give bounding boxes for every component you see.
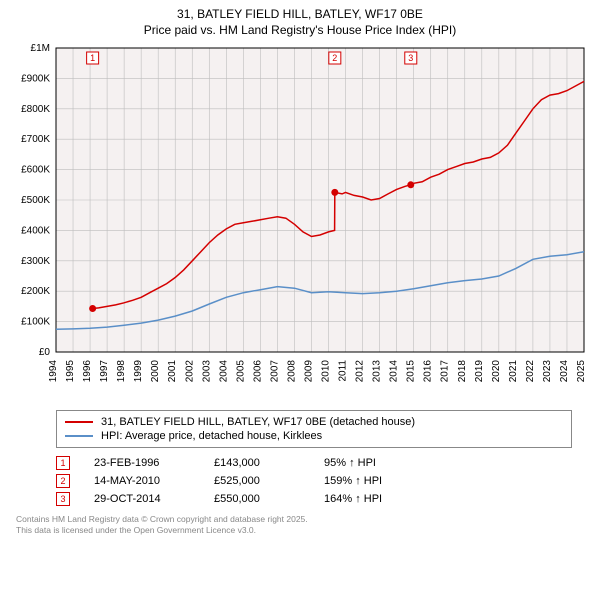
svg-text:2013: 2013 xyxy=(372,360,383,383)
svg-text:£700K: £700K xyxy=(21,135,50,146)
legend-row-property: 31, BATLEY FIELD HILL, BATLEY, WF17 0BE … xyxy=(65,415,563,429)
svg-text:2007: 2007 xyxy=(269,360,280,383)
sale-price-3: £550,000 xyxy=(214,493,324,505)
sales-table: 1 23-FEB-1996 £143,000 95% ↑ HPI 2 14-MA… xyxy=(56,454,572,508)
sale-hpi-3: 164% ↑ HPI xyxy=(324,493,444,505)
svg-text:1997: 1997 xyxy=(99,360,110,383)
svg-text:2004: 2004 xyxy=(218,360,229,383)
sale-date-1: 23-FEB-1996 xyxy=(94,457,214,469)
svg-text:2000: 2000 xyxy=(150,360,161,383)
svg-text:1998: 1998 xyxy=(116,360,127,383)
legend-swatch-property xyxy=(65,421,93,423)
svg-text:£400K: £400K xyxy=(21,226,50,237)
svg-text:1994: 1994 xyxy=(48,360,59,383)
sales-row-2: 2 14-MAY-2010 £525,000 159% ↑ HPI xyxy=(56,472,572,490)
legend-box: 31, BATLEY FIELD HILL, BATLEY, WF17 0BE … xyxy=(56,410,572,448)
sale-hpi-2: 159% ↑ HPI xyxy=(324,475,444,487)
chart-area: £0 £100K £200K £300K £400K £500K £600K £700K £80… xyxy=(8,42,592,402)
attribution-line1: Contains HM Land Registry data © Crown c… xyxy=(16,514,584,525)
svg-text:2009: 2009 xyxy=(303,360,314,383)
svg-text:2010: 2010 xyxy=(321,360,332,383)
svg-text:2006: 2006 xyxy=(252,360,263,383)
sales-row-3: 3 29-OCT-2014 £550,000 164% ↑ HPI xyxy=(56,490,572,508)
chart-container: 31, BATLEY FIELD HILL, BATLEY, WF17 0BE … xyxy=(0,0,600,590)
svg-text:2005: 2005 xyxy=(235,360,246,383)
svg-text:2015: 2015 xyxy=(406,360,417,383)
svg-text:£900K: £900K xyxy=(21,74,50,85)
svg-text:1995: 1995 xyxy=(65,360,76,383)
attribution-line2: This data is licensed under the Open Gov… xyxy=(16,525,584,536)
svg-text:£100K: £100K xyxy=(21,317,50,328)
svg-text:2014: 2014 xyxy=(389,360,400,383)
svg-text:2022: 2022 xyxy=(525,360,536,383)
svg-text:2002: 2002 xyxy=(184,360,195,383)
svg-text:£500K: £500K xyxy=(21,195,50,206)
legend-swatch-hpi xyxy=(65,435,93,437)
marker-box-1: 1 xyxy=(56,456,70,470)
sale-date-3: 29-OCT-2014 xyxy=(94,493,214,505)
svg-text:£800K: £800K xyxy=(21,104,50,115)
svg-text:£1M: £1M xyxy=(31,43,50,54)
svg-text:2003: 2003 xyxy=(201,360,212,383)
attribution: Contains HM Land Registry data © Crown c… xyxy=(16,514,584,536)
svg-text:2018: 2018 xyxy=(457,360,468,383)
marker-num-3: 3 xyxy=(60,495,65,504)
svg-text:£300K: £300K xyxy=(21,256,50,267)
sale-hpi-1: 95% ↑ HPI xyxy=(324,457,444,469)
svg-text:1999: 1999 xyxy=(133,360,144,383)
svg-text:2016: 2016 xyxy=(423,360,434,383)
legend-row-hpi: HPI: Average price, detached house, Kirk… xyxy=(65,429,563,443)
svg-text:£600K: £600K xyxy=(21,165,50,176)
svg-text:2008: 2008 xyxy=(286,360,297,383)
sale-date-2: 14-MAY-2010 xyxy=(94,475,214,487)
sales-row-1: 1 23-FEB-1996 £143,000 95% ↑ HPI xyxy=(56,454,572,472)
marker-num-2: 2 xyxy=(60,477,65,486)
svg-text:£200K: £200K xyxy=(21,287,50,298)
marker-num-1: 1 xyxy=(60,459,65,468)
legend-label-hpi: HPI: Average price, detached house, Kirk… xyxy=(101,430,322,442)
svg-text:2001: 2001 xyxy=(167,360,178,383)
svg-text:2017: 2017 xyxy=(440,360,451,383)
title-block: 31, BATLEY FIELD HILL, BATLEY, WF17 0BE … xyxy=(8,6,592,38)
marker-box-3: 3 xyxy=(56,492,70,506)
svg-text:2: 2 xyxy=(332,53,337,63)
marker-box-2: 2 xyxy=(56,474,70,488)
svg-text:1996: 1996 xyxy=(82,360,93,383)
svg-text:3: 3 xyxy=(408,53,413,63)
sale-price-2: £525,000 xyxy=(214,475,324,487)
svg-text:2024: 2024 xyxy=(559,360,570,383)
svg-text:2012: 2012 xyxy=(355,360,366,383)
svg-text:2023: 2023 xyxy=(542,360,553,383)
title-line1: 31, BATLEY FIELD HILL, BATLEY, WF17 0BE xyxy=(8,6,592,22)
svg-text:1: 1 xyxy=(90,53,95,63)
svg-text:2011: 2011 xyxy=(338,360,349,382)
sale-price-1: £143,000 xyxy=(214,457,324,469)
svg-text:2021: 2021 xyxy=(508,360,519,383)
chart-svg: £0 £100K £200K £300K £400K £500K £600K £700K £80… xyxy=(8,42,592,402)
svg-text:£0: £0 xyxy=(39,347,51,358)
svg-text:2020: 2020 xyxy=(491,360,502,383)
legend-label-property: 31, BATLEY FIELD HILL, BATLEY, WF17 0BE … xyxy=(101,416,415,428)
title-line2: Price paid vs. HM Land Registry's House … xyxy=(8,22,592,38)
svg-text:2025: 2025 xyxy=(576,360,587,383)
svg-text:2019: 2019 xyxy=(474,360,485,383)
